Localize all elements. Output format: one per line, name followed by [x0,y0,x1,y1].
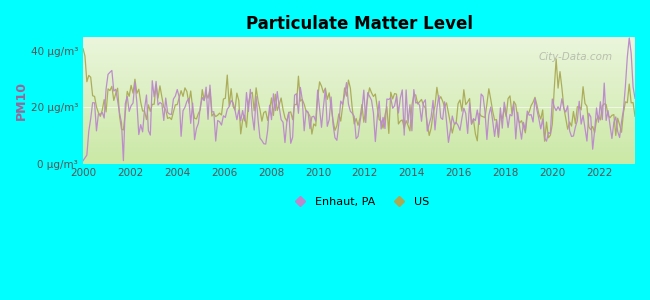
Text: City-Data.com: City-Data.com [539,52,613,62]
Y-axis label: PM10: PM10 [15,81,28,120]
Title: Particulate Matter Level: Particulate Matter Level [246,15,473,33]
Legend: Enhaut, PA, US: Enhaut, PA, US [285,192,434,211]
